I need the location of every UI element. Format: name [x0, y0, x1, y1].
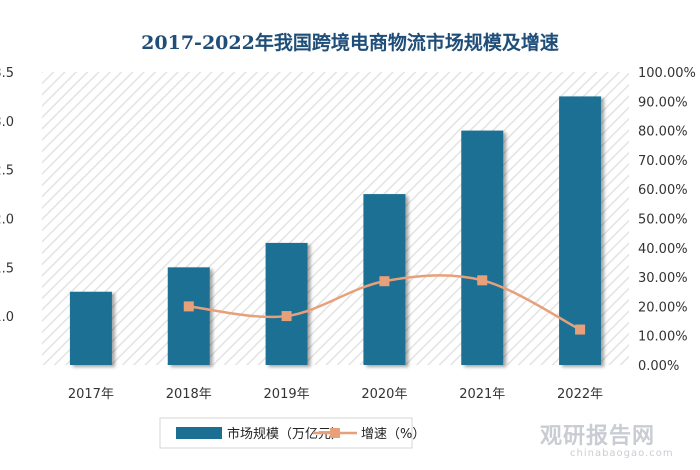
watermark-sub: chinabaogao.com	[570, 448, 674, 459]
plot-area	[42, 72, 629, 365]
y-right-tick-label: 100.00%	[638, 66, 696, 81]
y-left-tick-label: 2.0	[0, 213, 14, 228]
y-left-tick-label: 1.5	[0, 261, 14, 276]
y-right-tick-label: 40.00%	[638, 242, 688, 257]
y-right-tick-label: 30.00%	[638, 271, 688, 286]
y-right-tick-label: 60.00%	[638, 183, 688, 198]
growth-point-5	[575, 324, 586, 335]
y-right-tick-label: 50.00%	[638, 213, 688, 228]
x-tick-label: 2021年	[459, 387, 505, 402]
bar-0	[69, 291, 112, 365]
growth-point-2	[281, 311, 292, 322]
y-left-tick-label: 1.0	[0, 310, 14, 325]
y-right-tick-label: 10.00%	[638, 330, 688, 345]
y-right-tick-label: 70.00%	[638, 154, 688, 169]
chart-title: 2017-2022年我国跨境电商物流市场规模及增速	[141, 32, 559, 54]
x-tick-label: 2022年	[557, 387, 603, 402]
y-right-tick-label: 20.00%	[638, 300, 688, 315]
x-tick-label: 2017年	[68, 387, 114, 402]
legend-line-label: 增速（%）	[361, 427, 425, 442]
bar-4	[461, 130, 504, 365]
growth-point-4	[477, 275, 488, 286]
watermark: 观研报告网 chinabaogao.com	[540, 418, 674, 459]
y-right-tick-label: 0.00%	[638, 359, 679, 374]
x-tick-label: 2020年	[361, 387, 407, 402]
y-left-tick-label: 3.0	[0, 115, 14, 130]
legend-bar-label: 市场规模（万亿元）	[227, 426, 344, 442]
legend-bar-swatch	[176, 427, 222, 439]
x-tick-label: 2018年	[166, 387, 212, 402]
legend-line-marker	[330, 428, 340, 438]
x-tick-label: 2019年	[264, 387, 310, 402]
growth-point-1	[183, 301, 194, 312]
growth-point-3	[379, 276, 390, 287]
y-left-tick-label: 3.5	[0, 66, 14, 81]
y-right-tick-label: 80.00%	[638, 125, 688, 140]
bar-2	[265, 242, 308, 365]
bar-1	[167, 267, 210, 365]
watermark-text: 观研报告网	[540, 424, 656, 449]
y-right-tick-label: 90.00%	[638, 95, 688, 110]
y-left-tick-label: 2.5	[0, 164, 14, 179]
